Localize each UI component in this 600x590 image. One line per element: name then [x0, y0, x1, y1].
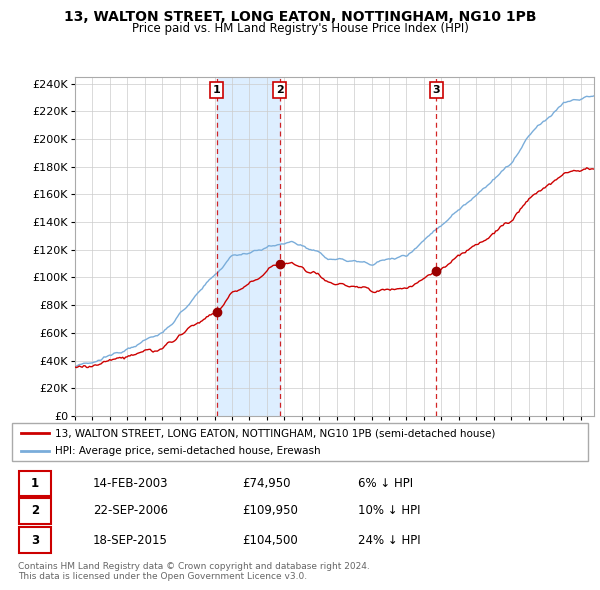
Text: 3: 3	[433, 85, 440, 95]
Text: 14-FEB-2003: 14-FEB-2003	[92, 477, 168, 490]
Text: 10% ↓ HPI: 10% ↓ HPI	[358, 504, 420, 517]
Text: 3: 3	[31, 534, 39, 547]
Text: 18-SEP-2015: 18-SEP-2015	[92, 534, 167, 547]
FancyBboxPatch shape	[19, 471, 51, 496]
Text: 24% ↓ HPI: 24% ↓ HPI	[358, 534, 420, 547]
Text: 1: 1	[31, 477, 39, 490]
Text: 2: 2	[31, 504, 39, 517]
Text: £74,950: £74,950	[242, 477, 291, 490]
Bar	[217, 77, 280, 416]
Text: Price paid vs. HM Land Registry's House Price Index (HPI): Price paid vs. HM Land Registry's House …	[131, 22, 469, 35]
Text: HPI: Average price, semi-detached house, Erewash: HPI: Average price, semi-detached house,…	[55, 446, 321, 456]
Text: £104,500: £104,500	[242, 534, 298, 547]
Text: 2: 2	[276, 85, 284, 95]
FancyBboxPatch shape	[19, 498, 51, 524]
Text: 13, WALTON STREET, LONG EATON, NOTTINGHAM, NG10 1PB: 13, WALTON STREET, LONG EATON, NOTTINGHA…	[64, 10, 536, 24]
Text: Contains HM Land Registry data © Crown copyright and database right 2024.
This d: Contains HM Land Registry data © Crown c…	[18, 562, 370, 581]
FancyBboxPatch shape	[19, 527, 51, 553]
Text: 1: 1	[213, 85, 221, 95]
Text: 6% ↓ HPI: 6% ↓ HPI	[358, 477, 413, 490]
Text: £109,950: £109,950	[242, 504, 298, 517]
Text: 22-SEP-2006: 22-SEP-2006	[92, 504, 167, 517]
Text: 13, WALTON STREET, LONG EATON, NOTTINGHAM, NG10 1PB (semi-detached house): 13, WALTON STREET, LONG EATON, NOTTINGHA…	[55, 428, 496, 438]
